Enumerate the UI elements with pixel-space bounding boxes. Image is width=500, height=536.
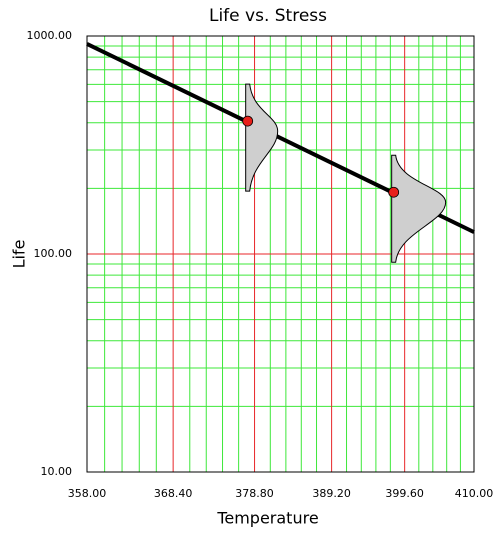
y-tick-label: 10.00 [41, 465, 73, 478]
data-point [242, 115, 254, 127]
chart-title: Life vs. Stress [209, 6, 327, 26]
pdf-shape [391, 154, 447, 263]
x-tick-label: 410.00 [455, 487, 494, 500]
x-tick-label: 378.80 [235, 487, 274, 500]
plot-frame [86, 35, 475, 473]
pdf-shape [245, 83, 279, 192]
x-tick-label: 399.60 [385, 487, 424, 500]
x-tick-label: 389.20 [312, 487, 351, 500]
y-tick-label: 1000.00 [27, 29, 73, 42]
x-tick-label: 358.00 [68, 487, 107, 500]
data-point [388, 186, 400, 198]
y-axis-label: Life [10, 240, 29, 269]
x-axis-label: Temperature [216, 509, 318, 528]
y-tick-label: 100.00 [34, 247, 73, 260]
x-tick-label: 368.40 [154, 487, 193, 500]
